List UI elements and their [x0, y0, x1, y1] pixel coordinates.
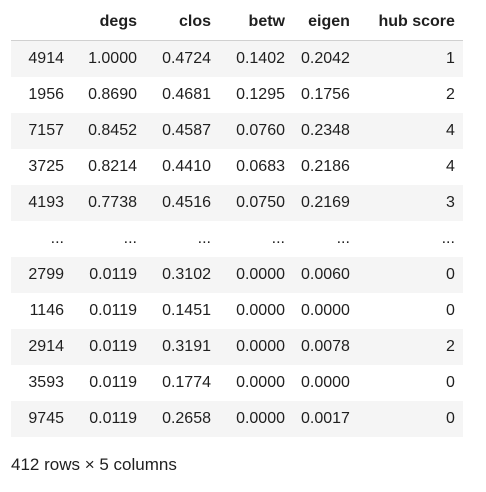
cell-betw: 0.0760	[236, 122, 285, 139]
cell-betw: ...	[271, 230, 285, 247]
cell-degs: 0.7738	[88, 194, 137, 211]
cell-eigen: 0.0000	[301, 302, 350, 319]
cell-hub-score: 4	[446, 158, 455, 175]
cell-clos: 0.3191	[162, 338, 211, 355]
cell-eigen: 0.2348	[301, 122, 350, 139]
row-index: 2914	[28, 338, 64, 355]
table-body: 4914 1.0000 0.4724 0.1402 0.2042 1 1956 …	[11, 40, 463, 437]
table-row: 2799 0.0119 0.3102 0.0000 0.0060 0	[11, 257, 463, 293]
table-header: degs clos betw eigen hub score	[11, 4, 463, 41]
table-row: 1956 0.8690 0.4681 0.1295 0.1756 2	[11, 77, 463, 113]
cell-clos: 0.3102	[162, 266, 211, 283]
cell-hub-score: 0	[446, 374, 455, 391]
table-row: 2914 0.0119 0.3191 0.0000 0.0078 2	[11, 329, 463, 365]
dataframe-table: degs clos betw eigen hub score 4914 1.00…	[11, 4, 463, 437]
row-index: 1956	[28, 86, 64, 103]
cell-hub-score: 2	[446, 338, 455, 355]
table-row: 4914 1.0000 0.4724 0.1402 0.2042 1	[11, 40, 463, 77]
cell-degs: 0.8690	[88, 86, 137, 103]
column-header-degs: degs	[73, 4, 145, 41]
cell-degs: 0.8452	[88, 122, 137, 139]
cell-clos: ...	[197, 230, 211, 247]
cell-degs: 1.0000	[88, 50, 137, 67]
cell-eigen: 0.2042	[301, 50, 350, 67]
row-index: 2799	[28, 266, 64, 283]
table-row: 4193 0.7738 0.4516 0.0750 0.2169 3	[11, 185, 463, 221]
column-header-betw: betw	[219, 4, 293, 41]
cell-degs: 0.0119	[89, 266, 137, 283]
cell-hub-score: 1	[446, 50, 455, 67]
cell-betw: 0.0000	[236, 410, 285, 427]
cell-degs: 0.0119	[89, 338, 137, 355]
cell-degs: 0.8214	[88, 158, 137, 175]
cell-clos: 0.2658	[162, 410, 211, 427]
cell-degs: 0.0119	[89, 302, 137, 319]
row-index: 3725	[28, 158, 64, 175]
cell-hub-score: ...	[441, 230, 455, 247]
index-header	[11, 4, 73, 41]
ellipsis-row: ... ... ... ... ... ...	[11, 221, 463, 257]
cell-eigen: 0.1756	[301, 86, 350, 103]
cell-degs: 0.0119	[89, 374, 137, 391]
cell-clos: 0.4681	[162, 86, 211, 103]
row-index: 4193	[28, 194, 64, 211]
row-index: 1146	[29, 302, 64, 319]
cell-betw: 0.0750	[236, 194, 285, 211]
table-row: 3593 0.0119 0.1774 0.0000 0.0000 0	[11, 365, 463, 401]
cell-betw: 0.0683	[236, 158, 285, 175]
cell-betw: 0.1295	[236, 86, 285, 103]
cell-eigen: 0.2169	[301, 194, 350, 211]
cell-betw: 0.0000	[236, 266, 285, 283]
cell-hub-score: 0	[446, 302, 455, 319]
cell-hub-score: 4	[446, 122, 455, 139]
table-row: 1146 0.0119 0.1451 0.0000 0.0000 0	[11, 293, 463, 329]
cell-betw: 0.1402	[236, 50, 285, 67]
row-index: 9745	[28, 410, 64, 427]
cell-betw: 0.0000	[236, 302, 285, 319]
row-index: 4914	[28, 50, 64, 67]
cell-betw: 0.0000	[236, 374, 285, 391]
header-row: degs clos betw eigen hub score	[11, 4, 463, 41]
table-row: 9745 0.0119 0.2658 0.0000 0.0017 0	[11, 401, 463, 437]
column-header-clos: clos	[145, 4, 219, 41]
column-header-eigen: eigen	[293, 4, 358, 41]
cell-eigen: 0.0078	[301, 338, 350, 355]
cell-hub-score: 3	[446, 194, 455, 211]
cell-degs: 0.0119	[89, 410, 137, 427]
dataframe-shape-summary: 412 rows × 5 columns	[11, 455, 177, 474]
cell-eigen: 0.0060	[301, 266, 350, 283]
cell-clos: 0.4724	[162, 50, 211, 67]
cell-clos: 0.4410	[162, 158, 211, 175]
cell-clos: 0.4587	[162, 122, 211, 139]
cell-hub-score: 0	[446, 266, 455, 283]
cell-eigen: 0.2186	[301, 158, 350, 175]
column-header-hub-score: hub score	[357, 4, 463, 41]
cell-eigen: 0.0000	[301, 374, 350, 391]
cell-betw: 0.0000	[236, 338, 285, 355]
row-index: 3593	[28, 374, 64, 391]
row-index: 7157	[28, 122, 64, 139]
cell-degs: ...	[123, 230, 137, 247]
cell-eigen: ...	[336, 230, 350, 247]
cell-hub-score: 0	[446, 410, 455, 427]
cell-clos: 0.1774	[162, 374, 211, 391]
row-index: ...	[50, 230, 64, 247]
cell-eigen: 0.0017	[301, 410, 350, 427]
table-row: 7157 0.8452 0.4587 0.0760 0.2348 4	[11, 113, 463, 149]
cell-clos: 0.4516	[162, 194, 211, 211]
cell-clos: 0.1451	[162, 302, 211, 319]
cell-hub-score: 2	[446, 86, 455, 103]
table-row: 3725 0.8214 0.4410 0.0683 0.2186 4	[11, 149, 463, 185]
